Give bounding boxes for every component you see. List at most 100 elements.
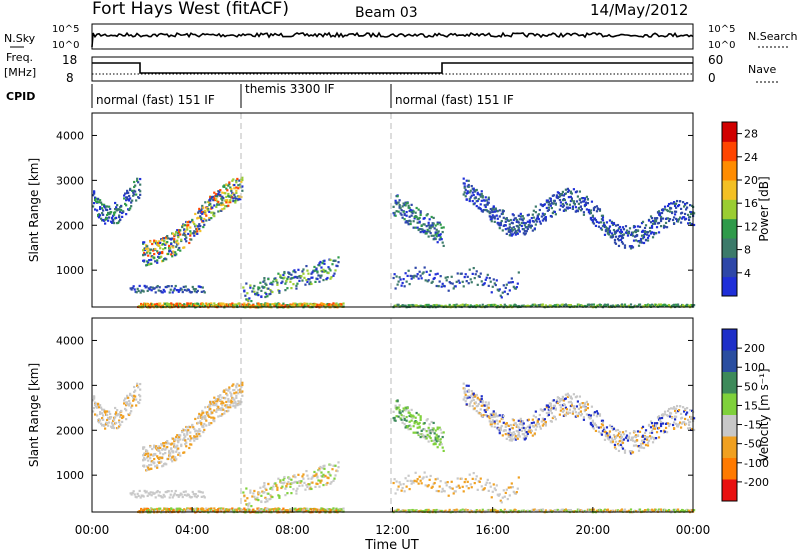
power-echo (689, 212, 693, 216)
velocity-echo (194, 507, 197, 510)
power-echo (587, 208, 591, 212)
velocity-echo (522, 426, 525, 430)
power-echo (217, 210, 220, 213)
power-echo (568, 206, 571, 209)
power-echo (594, 218, 598, 222)
velocity-echo (496, 422, 499, 425)
velocity-echo (481, 415, 484, 418)
velocity-echo (679, 426, 683, 429)
velocity-echo (95, 402, 98, 405)
velocity-echo (574, 411, 578, 414)
power-echo (194, 302, 197, 305)
velocity-echo (614, 429, 618, 432)
power-echo (521, 215, 524, 218)
power-echo (499, 303, 502, 307)
velocity-echo (187, 429, 190, 432)
power-echo (603, 224, 607, 227)
velocity-echo (319, 465, 322, 469)
velocity-echo (334, 474, 337, 477)
power-echo (674, 210, 678, 213)
power-echo (166, 305, 169, 308)
velocity-echo (435, 508, 438, 512)
power-echo (397, 303, 400, 306)
velocity-echo (490, 422, 493, 425)
power-echo (145, 247, 148, 251)
velocity-echo (688, 409, 692, 412)
power-echo (659, 215, 663, 219)
velocity-echo (153, 446, 156, 449)
velocity-echo (640, 427, 644, 430)
velocity-echo (213, 420, 216, 423)
power-echo (559, 201, 562, 204)
power-echo (435, 231, 438, 234)
power-echo (439, 223, 442, 226)
power-echo (394, 214, 397, 217)
velocity-echo (623, 449, 627, 452)
velocity-echo (584, 408, 588, 411)
power-echo (249, 284, 252, 287)
velocity-echo (137, 386, 140, 389)
velocity-echo (590, 423, 594, 426)
power-echo (618, 231, 622, 234)
power-echo (128, 199, 131, 202)
velocity-echo (165, 447, 168, 450)
velocity-echo (595, 425, 599, 428)
power-echo (92, 205, 95, 208)
power-echo (308, 278, 311, 281)
velocity-echo (225, 400, 228, 404)
velocity-echo (654, 424, 658, 427)
power-echo (571, 207, 574, 210)
velocity-echo (438, 426, 441, 429)
velocity-echo (522, 433, 525, 436)
velocity-echo (470, 389, 473, 393)
velocity-echo (143, 489, 146, 492)
velocity-echo (554, 418, 557, 421)
velocity-echo (113, 418, 116, 421)
power-echo (228, 181, 231, 184)
velocity-echo (659, 422, 663, 426)
power-echo (571, 205, 574, 208)
power-echo (237, 187, 240, 190)
velocity-echo (684, 413, 688, 416)
velocity-echo (269, 493, 272, 497)
power-echo (205, 219, 208, 222)
power-echo (191, 218, 194, 222)
velocity-echo (103, 408, 106, 411)
velocity-echo (331, 468, 334, 471)
velocity-echo (431, 429, 434, 432)
power-echo (257, 288, 260, 291)
power-echo (421, 228, 424, 231)
velocity-echo (519, 417, 522, 420)
power-echo (139, 193, 142, 196)
velocity-echo (196, 437, 199, 440)
velocity-echo (642, 440, 646, 444)
power-echo (233, 193, 236, 196)
power-echo (201, 211, 204, 214)
velocity-echo (426, 418, 429, 421)
velocity-echo (247, 503, 250, 507)
velocity-echo (508, 494, 511, 497)
velocity-echo (441, 446, 444, 449)
power-echo (522, 228, 525, 231)
power-echo (196, 232, 199, 235)
power-echo (552, 194, 555, 197)
power-echo (630, 233, 634, 236)
velocity-echo (646, 444, 650, 447)
power-echo (104, 222, 107, 225)
power-echo (115, 216, 118, 219)
power-echo (208, 201, 211, 204)
velocity-echo (156, 464, 159, 467)
velocity-echo (476, 396, 479, 399)
power-echo (153, 252, 156, 256)
velocity-echo (196, 435, 199, 438)
power-echo (672, 201, 676, 204)
power-echo (505, 232, 508, 235)
power-echo (633, 225, 637, 228)
power-echo (177, 242, 180, 245)
power-echo (94, 208, 97, 211)
velocity-echo (195, 496, 198, 499)
velocity-echo (302, 473, 305, 476)
power-echo (517, 214, 520, 217)
velocity-echo (267, 482, 270, 486)
power-echo (509, 304, 512, 307)
